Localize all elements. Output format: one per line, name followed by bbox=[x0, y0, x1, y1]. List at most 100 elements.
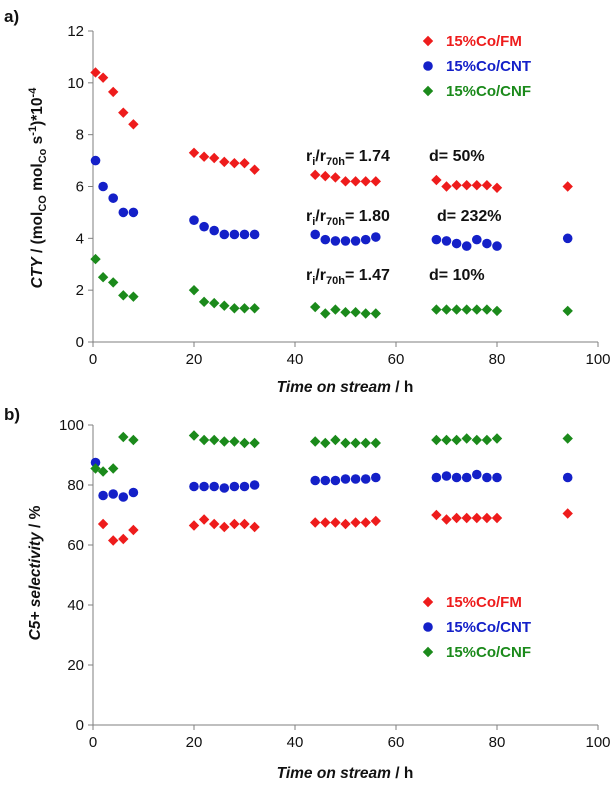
data-point bbox=[128, 119, 139, 130]
data-point bbox=[481, 512, 493, 524]
data-point bbox=[431, 472, 442, 483]
series-15-co-fm bbox=[90, 67, 573, 193]
data-point bbox=[118, 107, 129, 118]
data-point bbox=[340, 176, 351, 187]
series-15-co-fm bbox=[97, 508, 573, 546]
data-point bbox=[249, 164, 260, 175]
panel-label-a: a) bbox=[4, 7, 19, 26]
ylab-a-mid2: s bbox=[29, 136, 46, 149]
data-point bbox=[471, 180, 482, 191]
data-point bbox=[239, 481, 250, 492]
legend-marker bbox=[422, 646, 434, 658]
y-tick-label: 100 bbox=[59, 417, 84, 434]
x-tick-label: 0 bbox=[89, 351, 97, 368]
y-tick-label: 80 bbox=[67, 477, 84, 494]
data-point bbox=[350, 474, 361, 484]
data-point bbox=[198, 434, 210, 446]
series-15-co-cnf bbox=[90, 253, 573, 319]
data-point bbox=[330, 236, 341, 246]
deactivation-annotation: d= 232% bbox=[437, 208, 501, 225]
data-point bbox=[340, 236, 351, 246]
data-point bbox=[219, 436, 230, 447]
legend-marker bbox=[422, 596, 434, 608]
ylab-a-end: )*10 bbox=[29, 97, 46, 125]
data-point bbox=[310, 436, 321, 447]
data-point bbox=[310, 301, 321, 313]
data-point bbox=[229, 436, 240, 447]
data-point bbox=[219, 156, 230, 168]
data-point bbox=[90, 253, 101, 265]
data-point bbox=[118, 207, 129, 218]
data-point bbox=[188, 284, 200, 296]
data-point bbox=[431, 174, 442, 186]
legend-marker bbox=[422, 85, 434, 97]
data-point bbox=[350, 306, 361, 318]
y-tick-label: 2 bbox=[76, 282, 84, 299]
data-point bbox=[118, 492, 129, 502]
data-point bbox=[128, 291, 139, 302]
deactivation-annotation: d= 10% bbox=[429, 267, 485, 284]
data-point bbox=[370, 308, 381, 319]
data-point bbox=[562, 305, 573, 317]
data-point bbox=[481, 180, 493, 191]
data-point bbox=[320, 170, 331, 182]
data-point bbox=[199, 481, 209, 492]
x-tick-label: 80 bbox=[489, 351, 506, 368]
data-point bbox=[472, 469, 482, 480]
x-tick-label: 0 bbox=[89, 734, 97, 751]
chart-a-tick-labels: 0 2 4 6 8 10 12 0 20 40 60 80 100 bbox=[67, 23, 610, 368]
data-point bbox=[320, 234, 331, 245]
series-15-co-cnt bbox=[90, 155, 573, 251]
data-point bbox=[562, 472, 573, 483]
data-point bbox=[320, 475, 331, 486]
y-tick-label: 12 bbox=[67, 23, 84, 40]
data-point bbox=[108, 86, 119, 98]
legend-label: 15%Co/CNF bbox=[446, 83, 531, 100]
ylab-a-mid: mol bbox=[29, 163, 46, 195]
x-tick-label: 60 bbox=[388, 734, 405, 751]
data-point bbox=[340, 474, 351, 484]
xlab-b-italic: Time on stream bbox=[277, 765, 392, 782]
y-tick-label: 40 bbox=[67, 597, 84, 614]
data-point bbox=[330, 304, 341, 315]
data-point bbox=[481, 304, 493, 315]
data-point bbox=[350, 236, 361, 246]
data-point bbox=[249, 303, 260, 314]
legend-marker bbox=[422, 35, 434, 47]
data-point bbox=[562, 508, 573, 519]
data-point bbox=[461, 304, 472, 315]
ylab-a-sub2: Co bbox=[37, 148, 49, 163]
data-point bbox=[97, 272, 109, 283]
data-point bbox=[229, 303, 240, 314]
xlab-a-rest: / h bbox=[391, 379, 413, 396]
y-tick-label: 10 bbox=[67, 75, 84, 92]
series-15-co-cnf bbox=[90, 430, 573, 477]
y-tick-label: 0 bbox=[76, 717, 84, 734]
data-point bbox=[371, 472, 381, 483]
data-point bbox=[90, 67, 101, 78]
y-tick-label: 4 bbox=[76, 230, 84, 247]
data-point bbox=[249, 437, 260, 449]
data-point bbox=[320, 308, 331, 319]
data-point bbox=[360, 437, 371, 449]
data-point bbox=[360, 308, 371, 319]
data-point bbox=[492, 241, 502, 251]
data-point bbox=[360, 474, 371, 484]
data-point bbox=[229, 229, 240, 240]
data-point bbox=[451, 434, 462, 446]
y-tick-label: 0 bbox=[76, 334, 84, 351]
data-point bbox=[108, 277, 119, 288]
data-point bbox=[482, 472, 492, 483]
data-point bbox=[441, 304, 452, 315]
data-point bbox=[461, 180, 472, 191]
data-point bbox=[491, 433, 503, 444]
data-point bbox=[360, 176, 371, 187]
data-point bbox=[198, 151, 210, 162]
data-point bbox=[239, 518, 250, 530]
ratio-annotation: ri/r70h= 1.74 bbox=[306, 148, 390, 168]
chart-b-y-axis-label: C5+ selectivity / % bbox=[27, 505, 44, 640]
chart-b-x-axis-label: Time on stream / h bbox=[277, 765, 414, 782]
chart-b: b) 0 20 40 60 80 100 0 20 40 60 80 100 C5+ selectiv… bbox=[4, 405, 611, 782]
data-point bbox=[219, 521, 230, 533]
